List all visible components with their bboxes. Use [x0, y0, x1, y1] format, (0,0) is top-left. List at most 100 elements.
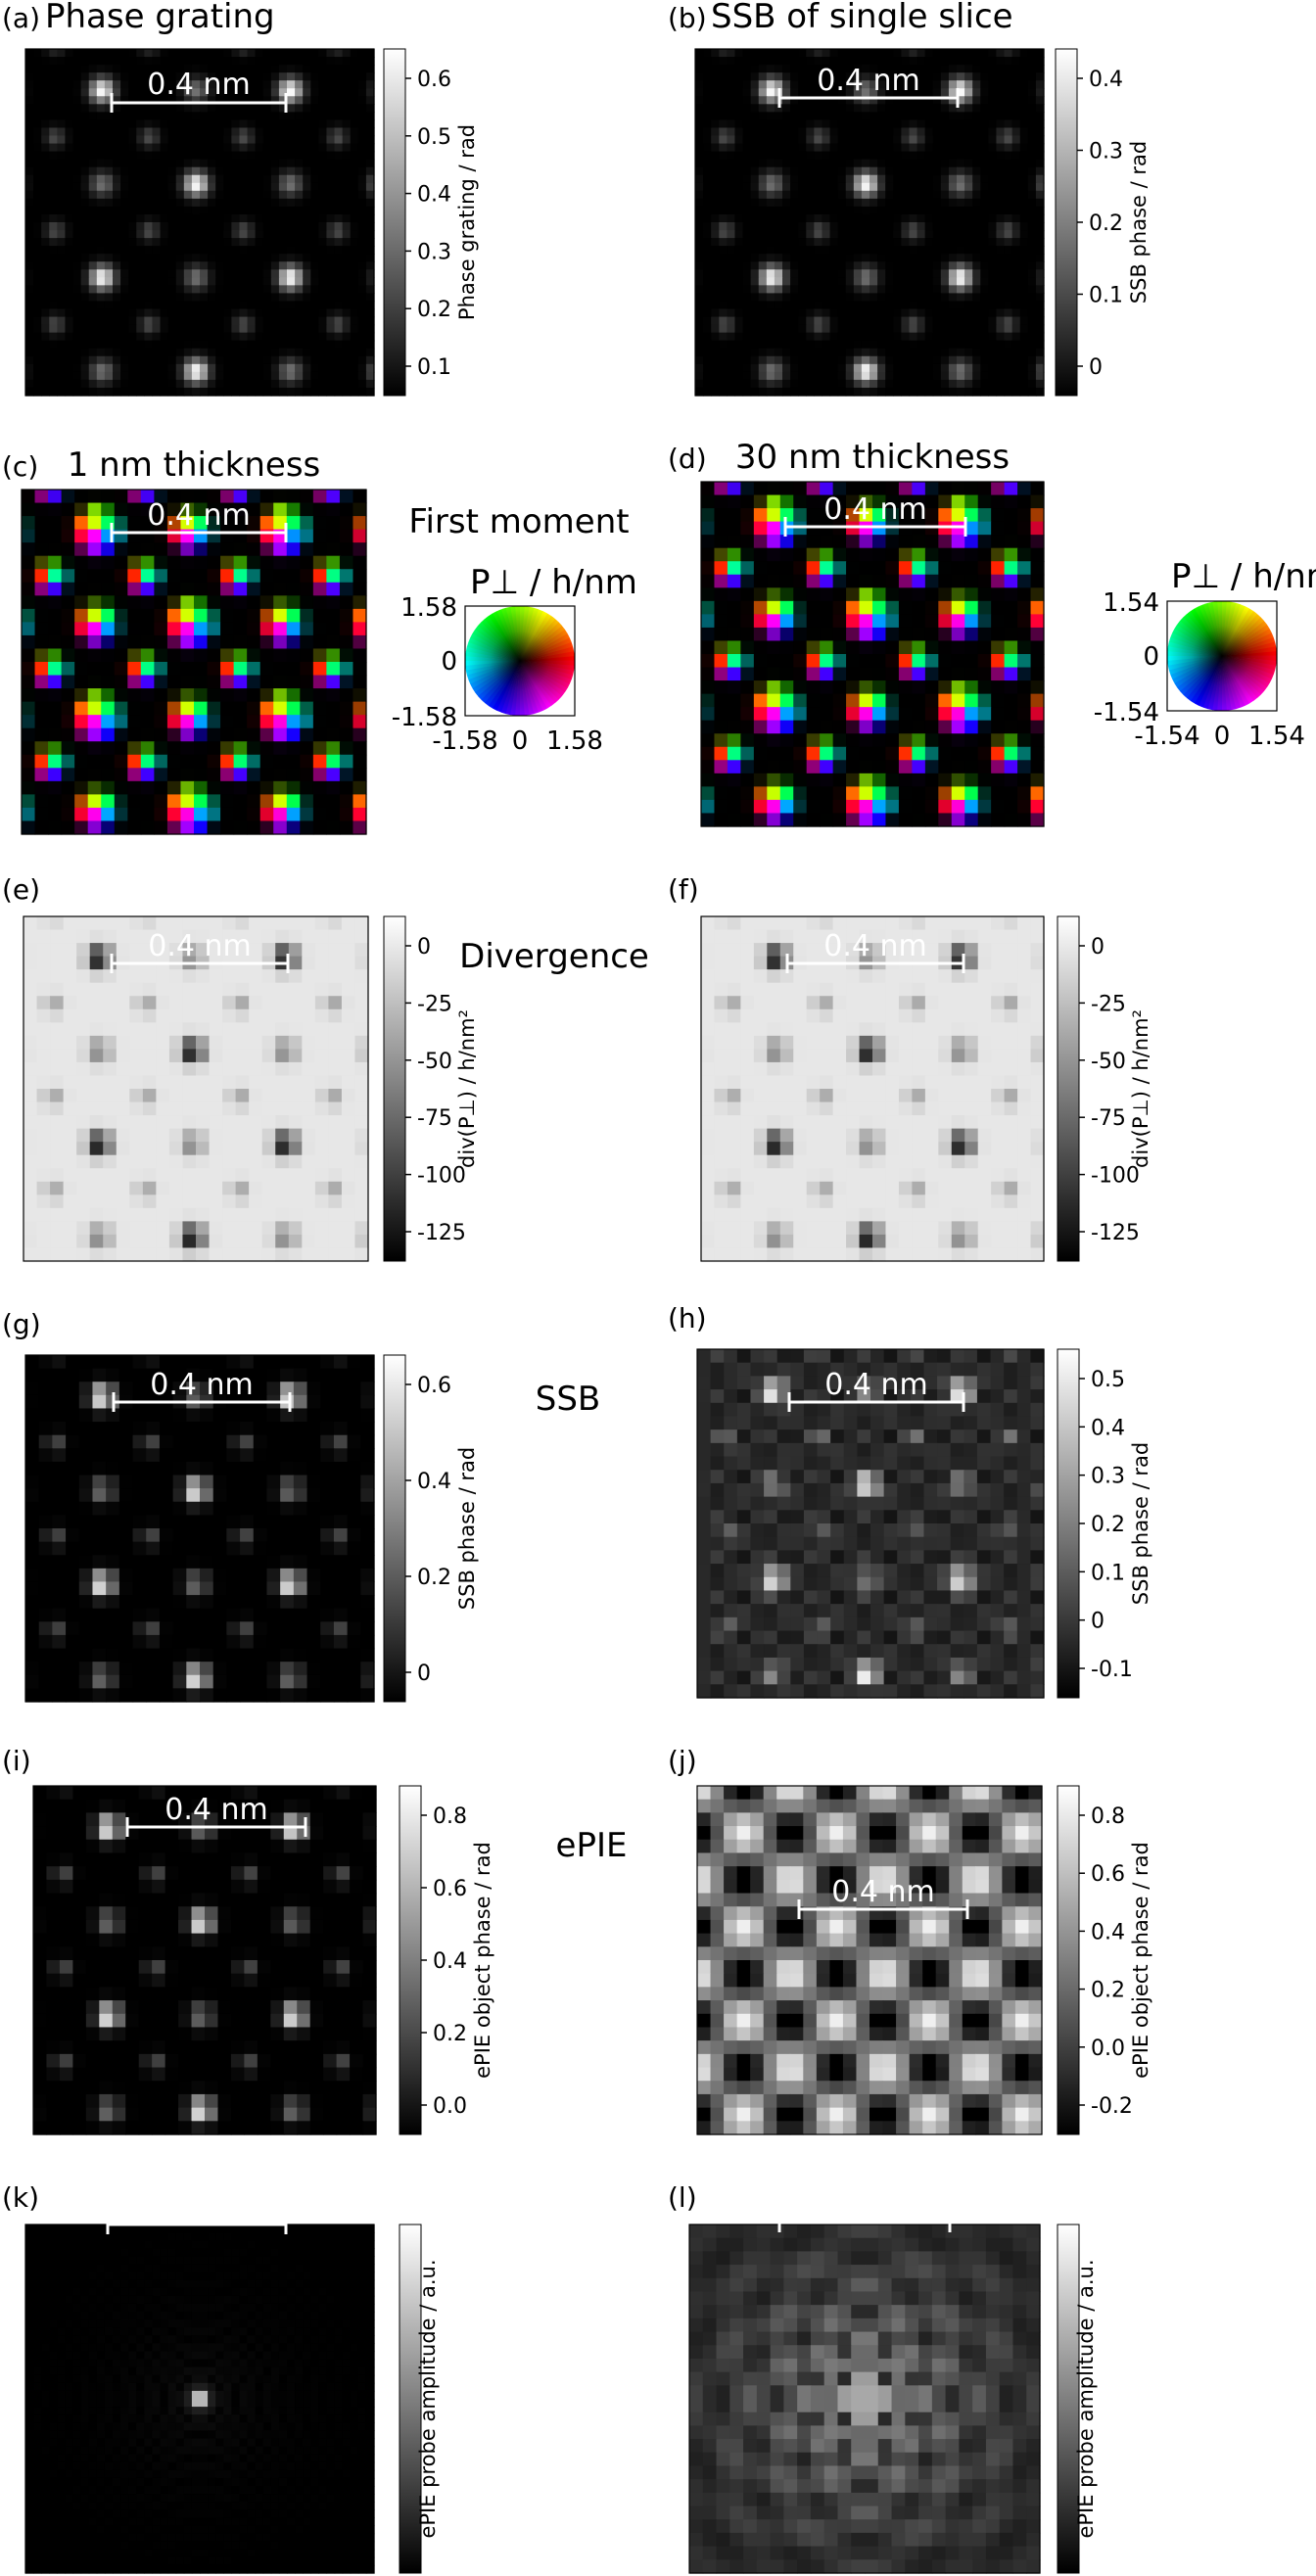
- panel-a-title: Phase grating: [45, 0, 275, 36]
- panel-d-wheel-xtick: 0: [1214, 722, 1231, 751]
- panel-c-wheel-title: P⊥ / h/nm: [470, 563, 637, 602]
- panel-h-colorbar-label: SSB phase / rad: [1129, 1442, 1152, 1605]
- panel-l-scalebar-label: 0.4 nm: [813, 2188, 916, 2223]
- panel-f-colorbar-label: div(P⊥) / h/nm²: [1129, 1009, 1152, 1168]
- row-label-r4: SSB: [536, 1380, 601, 1419]
- panel-j-colorbar-tick: 0.6: [1091, 1862, 1125, 1887]
- panel-j-image: [696, 1785, 1043, 2135]
- panel-a-heading: (a) Phase grating: [2, 0, 275, 36]
- panel-g-colorbar-label: SSB phase / rad: [455, 1447, 479, 1610]
- panel-e-colorbar: 0 -25 -50 -75 -100 -125 div(P⊥) / h/nm²: [383, 915, 479, 1262]
- panel-k-image: [24, 2224, 375, 2574]
- panel-l-letter: (l): [668, 2181, 697, 2214]
- panel-d-wheel-ytick: 0: [1143, 642, 1159, 672]
- panel-d-wheel-xtick: -1.54: [1134, 722, 1199, 751]
- panel-j-frame: [696, 1785, 1043, 2135]
- panel-h-colorbar-tick: -0.1: [1091, 1658, 1133, 1682]
- panel-g-colorbar-tick: 0.2: [417, 1566, 451, 1590]
- panel-h-frame: [696, 1348, 1045, 1699]
- panel-i-frame: [32, 1785, 377, 2135]
- panel-b-colorbar-tick: 0.1: [1089, 284, 1123, 308]
- panel-k-colorbar-label: ePIE probe amplitude / a.u.: [416, 2259, 440, 2538]
- panel-d-wheel-xtick: 1.54: [1248, 722, 1305, 751]
- panel-i-letter: (i): [2, 1745, 31, 1777]
- panel-j-colorbar-tick: 0.2: [1091, 1979, 1125, 2003]
- panel-c-color-wheel: 1.58 0 -1.58-1.58 0 1.58 P⊥ / h/nm: [392, 563, 637, 756]
- panel-h-colorbar-tick: 0.1: [1091, 1561, 1125, 1585]
- panel-d-wheel-ytick: 1.54: [1103, 588, 1159, 618]
- panel-a-letter: (a): [2, 2, 40, 34]
- panel-f-colorbar-tick: 0: [1091, 935, 1104, 960]
- panel-c-scalebar: 0.4 nm: [110, 498, 288, 542]
- panel-f-colorbar-tick: -100: [1091, 1164, 1140, 1189]
- panel-a-colorbar: 0.6 0.5 0.4 0.3 0.2 0.1 Phase grating / rad: [383, 48, 479, 397]
- panel-b-title: SSB of single slice: [711, 0, 1013, 36]
- panel-l-colorbar-label: ePIE probe amplitude / a.u.: [1074, 2259, 1098, 2538]
- panel-j-colorbar-label: ePIE object phase / rad: [1129, 1842, 1152, 2079]
- panel-c-wheel-ytick: 0: [441, 647, 457, 677]
- panel-a-colorbar-tick: 0.3: [417, 240, 451, 264]
- panel-e-scalebar-label: 0.4 nm: [148, 929, 251, 963]
- panel-c-wheel-xtick: -1.58: [432, 726, 497, 756]
- panel-l-frame: [688, 2224, 1041, 2574]
- panel-a-frame: [24, 48, 375, 397]
- panel-d-frame: [700, 481, 1045, 827]
- panel-f-image: [700, 915, 1045, 1262]
- panel-l-image: [688, 2224, 1041, 2574]
- panel-b-image: [694, 48, 1045, 397]
- panel-b-colorbar-tick: 0: [1089, 355, 1103, 380]
- panel-b-colorbar-tick: 0.2: [1089, 211, 1123, 236]
- panel-h-colorbar-tick: 0.4: [1091, 1416, 1125, 1440]
- panel-c-frame: [21, 489, 367, 835]
- panel-k-heading: (k): [2, 2181, 39, 2214]
- panel-i-colorbar-label: ePIE object phase / rad: [471, 1842, 494, 2079]
- panel-f-colorbar-tick: -25: [1091, 992, 1126, 1016]
- panel-d-scalebar: 0.4 nm: [783, 492, 967, 537]
- panel-h-letter: (h): [668, 1302, 707, 1335]
- panel-j-scalebar-label: 0.4 nm: [831, 1875, 934, 1909]
- row-label-r3: Divergence: [459, 937, 649, 976]
- panel-a-colorbar-label: Phase grating / rad: [455, 124, 479, 320]
- panel-l-scalebar: 0.4 nm: [777, 2188, 952, 2232]
- panel-k-scalebar: 0.4 nm: [106, 2190, 288, 2234]
- panel-a-colorbar-tick: 0.5: [417, 125, 451, 150]
- panel-i-colorbar-tick: 0.6: [433, 1877, 467, 1901]
- panel-a-scalebar-label: 0.4 nm: [147, 68, 250, 102]
- panel-e-colorbar-tick: -75: [417, 1106, 452, 1131]
- panel-j-colorbar: 0.8 0.6 0.4 0.2 0.0 -0.2 ePIE object phase / r…: [1057, 1785, 1152, 2135]
- panel-l-colorbar: ePIE probe amplitude / a.u.: [1057, 2224, 1098, 2574]
- panel-e-scalebar: 0.4 nm: [110, 929, 290, 973]
- panel-f-colorbar-tick: -125: [1091, 1221, 1140, 1245]
- panel-b-colorbar-label: SSB phase / rad: [1127, 141, 1151, 304]
- panel-a-colorbar-tick: 0.2: [417, 298, 451, 322]
- panel-f-colorbar-tick: -75: [1091, 1106, 1126, 1131]
- panel-g-colorbar-tick: 0.4: [417, 1470, 451, 1494]
- panel-c-heading: (c) 1 nm thickness: [2, 445, 320, 485]
- panel-a-colorbar-tick: 0.4: [417, 183, 451, 208]
- panel-e-letter: (e): [2, 873, 40, 906]
- panel-h-colorbar-tick: 0: [1091, 1610, 1104, 1634]
- panel-c-wheel-xtick: 0: [512, 726, 529, 756]
- panel-j-colorbar-tick: 0.4: [1091, 1920, 1125, 1944]
- panel-d-title: 30 nm thickness: [735, 438, 1010, 477]
- panel-i-colorbar-tick: 0.2: [433, 2022, 467, 2046]
- panel-g-scalebar-label: 0.4 nm: [150, 1368, 253, 1402]
- panel-k-colorbar: ePIE probe amplitude / a.u.: [399, 2224, 440, 2574]
- panel-e-colorbar-tick: -100: [417, 1164, 466, 1189]
- panel-c-wheel-ytick: -1.58: [392, 703, 457, 732]
- panel-b-colorbar-tick: 0.4: [1089, 68, 1123, 92]
- panel-a-colorbar-tick: 0.6: [417, 68, 451, 92]
- panel-a-scalebar: 0.4 nm: [110, 68, 288, 113]
- panel-j-heading: (j): [668, 1745, 697, 1777]
- panel-k-scalebar-label: 0.4 nm: [145, 2190, 248, 2225]
- panel-g-colorbar: 0.6 0.4 0.2 0 SSB phase / rad: [383, 1354, 479, 1703]
- panel-i-colorbar-tick: 0.8: [433, 1804, 467, 1829]
- panel-e-colorbar-label: div(P⊥) / h/nm²: [455, 1009, 479, 1168]
- panel-g-scalebar: 0.4 nm: [112, 1368, 292, 1412]
- panel-c-wheel-ytick: 1.58: [400, 593, 457, 623]
- panel-e-image: [23, 915, 369, 1262]
- panel-j-colorbar-tick: 0.8: [1091, 1804, 1125, 1829]
- panel-f-scalebar-label: 0.4 nm: [823, 929, 926, 963]
